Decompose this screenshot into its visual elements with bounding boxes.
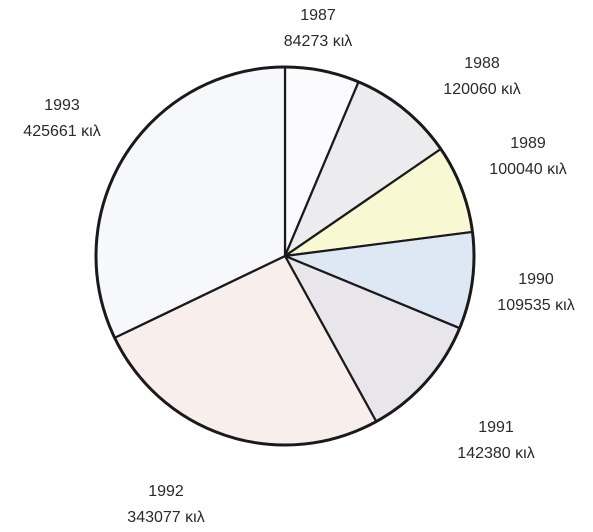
slice-label-value: 120060 κιλ bbox=[443, 81, 520, 98]
slice-label-year: 1992 bbox=[148, 483, 184, 500]
slice-label-year: 1993 bbox=[44, 97, 80, 114]
slice-label-year: 1988 bbox=[464, 55, 500, 72]
slice-label-year: 1990 bbox=[518, 271, 554, 288]
slice-label-value: 84273 κιλ bbox=[284, 33, 353, 50]
pie-outline bbox=[94, 65, 476, 447]
slice-label-value: 100040 κιλ bbox=[489, 161, 566, 178]
slice-label-value: 425661 κιλ bbox=[23, 123, 100, 140]
slice-label-value: 109535 κιλ bbox=[497, 297, 574, 314]
slice-label-year: 1991 bbox=[478, 419, 514, 436]
slice-label-year: 1987 bbox=[300, 7, 336, 24]
pie-slices bbox=[94, 65, 476, 447]
slice-label-year: 1989 bbox=[510, 135, 546, 152]
slice-labels: 1987 84273 κιλ 1988 120060 κιλ 1989 100040 κι… bbox=[23, 7, 574, 526]
slice-label-value: 142380 κιλ bbox=[457, 445, 534, 462]
slice-label-value: 343077 κιλ bbox=[127, 509, 204, 526]
